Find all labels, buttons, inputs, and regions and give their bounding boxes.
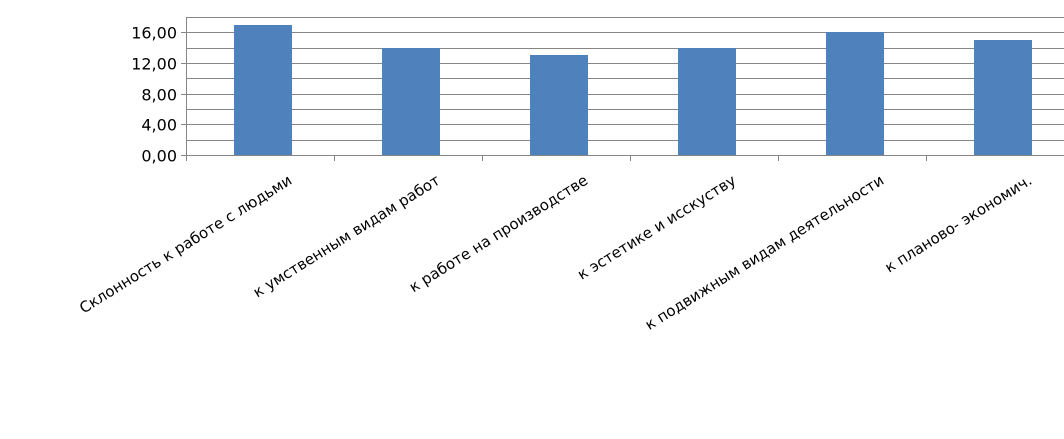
gridlines [186,17,1064,141]
y-tick-label: 16,00 [131,24,177,43]
bars [234,25,1032,155]
bar-3 [530,55,588,155]
x-tick-label: к подвижным видам деятельности [642,171,887,334]
bar-1 [234,25,292,155]
y-tick-label: 4,00 [141,116,177,135]
bar-5 [826,32,884,155]
bar-6 [974,40,1032,155]
y-tick-label: 12,00 [131,55,177,74]
x-tick-label: к эстетике и исскуству [574,171,739,283]
x-tick-label: к планово- экономич. [882,171,1035,276]
bar-2 [382,48,440,155]
bar-4 [678,48,736,155]
y-tick-label: 8,00 [141,86,177,105]
y-tick-label: 0,00 [141,147,177,166]
y-tick-labels: 0,00 4,00 8,00 12,00 16,00 [131,24,177,166]
axes [181,17,1064,161]
